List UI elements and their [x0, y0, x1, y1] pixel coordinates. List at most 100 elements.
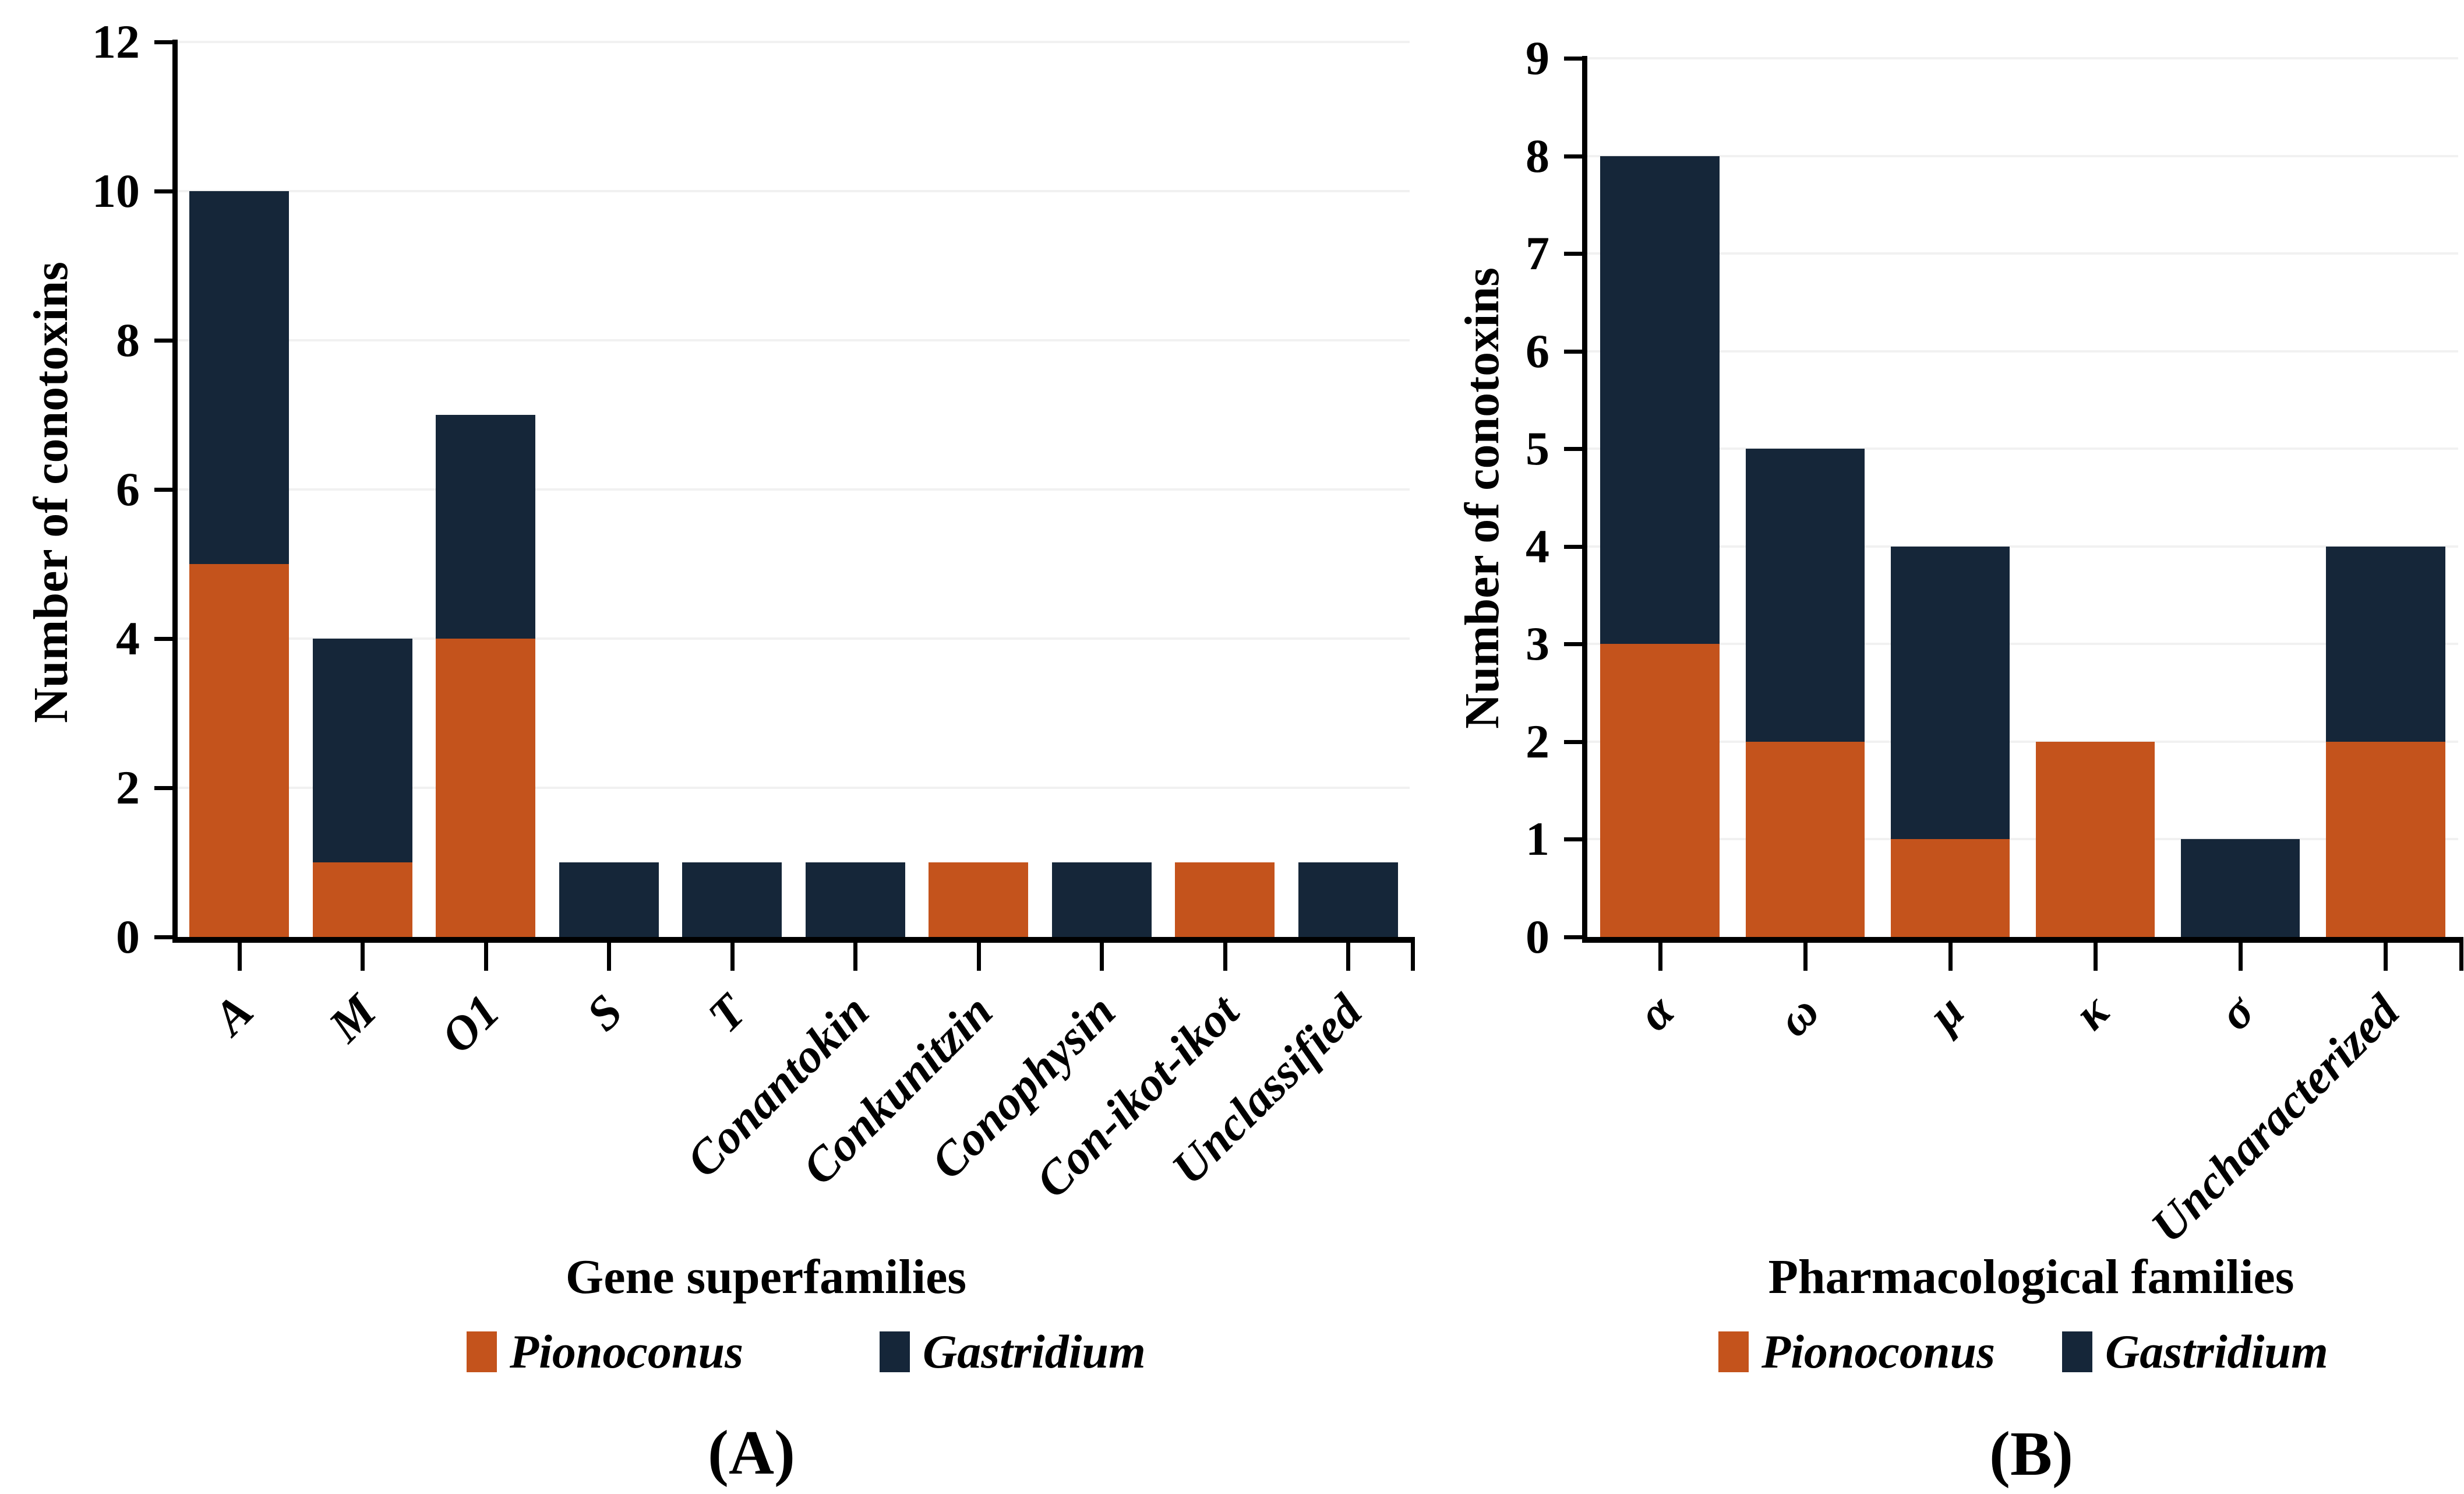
legend-label-Pionoconus: Pionoconus	[510, 1325, 743, 1378]
bar-A-Gastridium	[189, 191, 290, 564]
y-tick-label-1: 1	[1526, 812, 1549, 866]
gridline-y1	[1587, 838, 2458, 841]
y-tick-1	[1564, 837, 1587, 842]
legend-swatch-Gastridium	[2062, 1331, 2092, 1372]
bar-μ-Gastridium	[1890, 546, 2010, 840]
x-tick-σ	[2239, 943, 2243, 971]
bar-μ-Pionoconus	[1890, 839, 2010, 937]
y-tick-label-3: 3	[1526, 617, 1549, 671]
y-tick-4	[154, 637, 178, 641]
bar-Uncharacterized-Gastridium	[2326, 546, 2445, 742]
x-tick-A	[237, 943, 242, 971]
gridline-y8	[1587, 154, 2458, 157]
y-tick-6	[154, 488, 178, 492]
x-tick-Con-ikot-ikot	[1223, 943, 1227, 971]
panel-label-B: (B)	[1989, 1419, 2073, 1489]
bar-σ-Gastridium	[2181, 839, 2300, 937]
y-tick-5	[1564, 447, 1587, 452]
gridline-y5	[1587, 448, 2458, 450]
x-axis-line	[172, 937, 1415, 943]
y-tick-4	[1564, 544, 1587, 549]
gridline-y10	[178, 190, 1410, 192]
bar-Unclassified-Gastridium	[1298, 862, 1398, 937]
legend-label-Pionoconus: Pionoconus	[1761, 1325, 1995, 1378]
y-tick-label-6: 6	[116, 463, 140, 516]
bar-κ-Pionoconus	[2035, 741, 2155, 937]
y-tick-9	[1564, 57, 1587, 61]
bar-ω-Gastridium	[1745, 449, 1865, 742]
x-tick-end	[2459, 943, 2463, 971]
x-tick-S	[607, 943, 612, 971]
bar-ω-Pionoconus	[1745, 741, 1865, 937]
gridline-y8	[178, 339, 1410, 341]
x-tick-Uncharacterized	[2384, 943, 2388, 971]
x-tick-T	[730, 943, 735, 971]
legend-item-Pionoconus: Pionoconus	[467, 1325, 743, 1378]
y-tick-label-9: 9	[1526, 31, 1549, 84]
y-axis-line	[1582, 56, 1587, 937]
gridline-y4	[178, 637, 1410, 640]
gridline-y4	[1587, 545, 2458, 548]
x-axis-title-B: Pharmacological families	[1768, 1250, 2294, 1304]
y-tick-label-2: 2	[116, 761, 140, 814]
legend-label-Gastridium: Gastridium	[2105, 1325, 2328, 1378]
x-tick-Conantokin	[853, 943, 858, 971]
x-tick-Unclassified	[1346, 943, 1351, 971]
bar-Uncharacterized-Pionoconus	[2326, 741, 2445, 937]
y-tick-label-10: 10	[92, 164, 140, 217]
y-tick-label-5: 5	[1526, 422, 1549, 475]
legend-swatch-Gastridium	[880, 1331, 910, 1372]
y-tick-3	[1564, 642, 1587, 647]
y-tick-6	[1564, 349, 1587, 354]
bar-O1-Gastridium	[436, 415, 536, 639]
x-tick-α	[1658, 943, 1662, 971]
gridline-y7	[1587, 252, 2458, 255]
legend-swatch-Pionoconus	[1718, 1331, 1749, 1372]
bar-Conkunitzin-Pionoconus	[929, 862, 1029, 937]
gridline-y2	[1587, 740, 2458, 743]
x-tick-Conophysin	[1100, 943, 1104, 971]
x-axis-title-A: Gene superfamilies	[565, 1250, 967, 1304]
bar-A-Pionoconus	[189, 564, 290, 937]
x-tick-ω	[1803, 943, 1808, 971]
y-tick-label-6: 6	[1526, 324, 1549, 378]
panel-label-A: (A)	[708, 1418, 795, 1488]
y-tick-label-0: 0	[1526, 910, 1549, 963]
legend-label-Gastridium: Gastridium	[923, 1325, 1146, 1378]
y-tick-7	[1564, 252, 1587, 256]
gridline-y12	[178, 41, 1410, 43]
bar-T-Gastridium	[682, 862, 782, 937]
bar-α-Pionoconus	[1600, 644, 1720, 937]
x-axis-line	[1582, 937, 2463, 943]
y-tick-label-8: 8	[1526, 129, 1549, 182]
bar-Con-ikot-ikot-Pionoconus	[1175, 862, 1275, 937]
bar-M-Pionoconus	[312, 862, 412, 937]
y-axis-line	[172, 40, 178, 937]
bar-Conophysin-Gastridium	[1051, 862, 1152, 937]
legend-item-Pionoconus: Pionoconus	[1718, 1325, 1995, 1378]
x-tick-M	[361, 943, 365, 971]
legend-item-Gastridium: Gastridium	[2062, 1325, 2328, 1378]
y-tick-2	[1564, 739, 1587, 744]
y-tick-12	[154, 40, 178, 44]
bar-M-Gastridium	[312, 639, 412, 862]
bar-Conantokin-Gastridium	[805, 862, 905, 937]
y-tick-10	[154, 189, 178, 193]
legend-swatch-Pionoconus	[467, 1331, 497, 1372]
y-tick-8	[154, 339, 178, 343]
x-tick-end	[1411, 943, 1415, 971]
gridline-y2	[178, 787, 1410, 789]
bar-α-Gastridium	[1600, 156, 1720, 644]
bar-O1-Pionoconus	[436, 639, 536, 937]
x-tick-μ	[1948, 943, 1953, 971]
y-tick-label-8: 8	[116, 313, 140, 367]
gridline-y6	[178, 488, 1410, 491]
gridline-y9	[1587, 57, 2458, 59]
y-tick-label-4: 4	[1526, 519, 1549, 573]
y-tick-0	[154, 935, 178, 939]
legend-item-Gastridium: Gastridium	[880, 1325, 1146, 1378]
y-tick-0	[1564, 935, 1587, 939]
x-tick-Conkunitzin	[976, 943, 981, 971]
x-tick-O1	[483, 943, 488, 971]
